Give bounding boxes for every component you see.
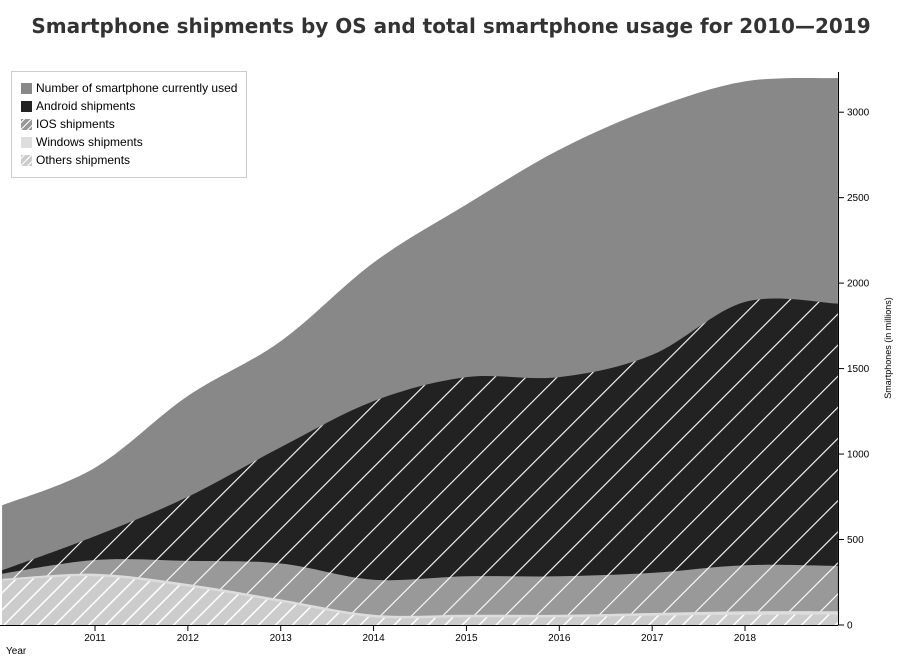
legend-entry: Android shipments [21,97,246,115]
y-tick-label: 1000 [847,450,870,461]
x-tick-label: 2015 [455,633,478,644]
legend-swatch-icon [21,100,32,112]
legend-swatch-icon [21,154,32,166]
x-tick-label: 2016 [548,633,571,644]
x-tick-label: 2013 [270,633,293,644]
x-axis-label: Year [6,646,27,657]
y-tick-label: 2000 [847,279,870,290]
legend-label: Android shipments [36,99,136,113]
x-tick-label: 2017 [641,633,664,644]
x-tick-label: 2018 [734,633,757,644]
legend-entry: IOS shipments [21,115,246,133]
legend-entry: Windows shipments [21,133,246,151]
y-tick-label: 1500 [847,364,870,375]
legend-label: IOS shipments [36,117,115,131]
x-tick-label: 2011 [84,633,106,644]
chart-title: Smartphone shipments by OS and total sma… [31,14,871,38]
area-hatch-4 [2,576,838,625]
y-tick-label: 3000 [847,108,870,119]
legend-label: Others shipments [36,153,131,167]
legend-entry: Number of smartphone currently used [21,79,246,97]
legend-swatch-icon [21,136,32,148]
y-tick-label: 2500 [847,193,870,204]
x-tick-label: 2014 [362,633,385,644]
legend-swatch-icon [21,118,32,130]
y-axis-label: Smartphones (in millions) [883,297,893,399]
legend-label: Number of smartphone currently used [36,81,238,95]
legend-entry: Others shipments [21,151,246,169]
x-tick-label: 2012 [177,633,200,644]
y-tick-label: 500 [847,535,864,546]
area-hatch-1 [2,298,838,625]
legend-label: Windows shipments [36,135,143,149]
y-tick-label: 0 [847,621,853,632]
legend-swatch-icon [21,82,32,94]
chart-legend: Number of smartphone currently used Andr… [11,71,247,178]
